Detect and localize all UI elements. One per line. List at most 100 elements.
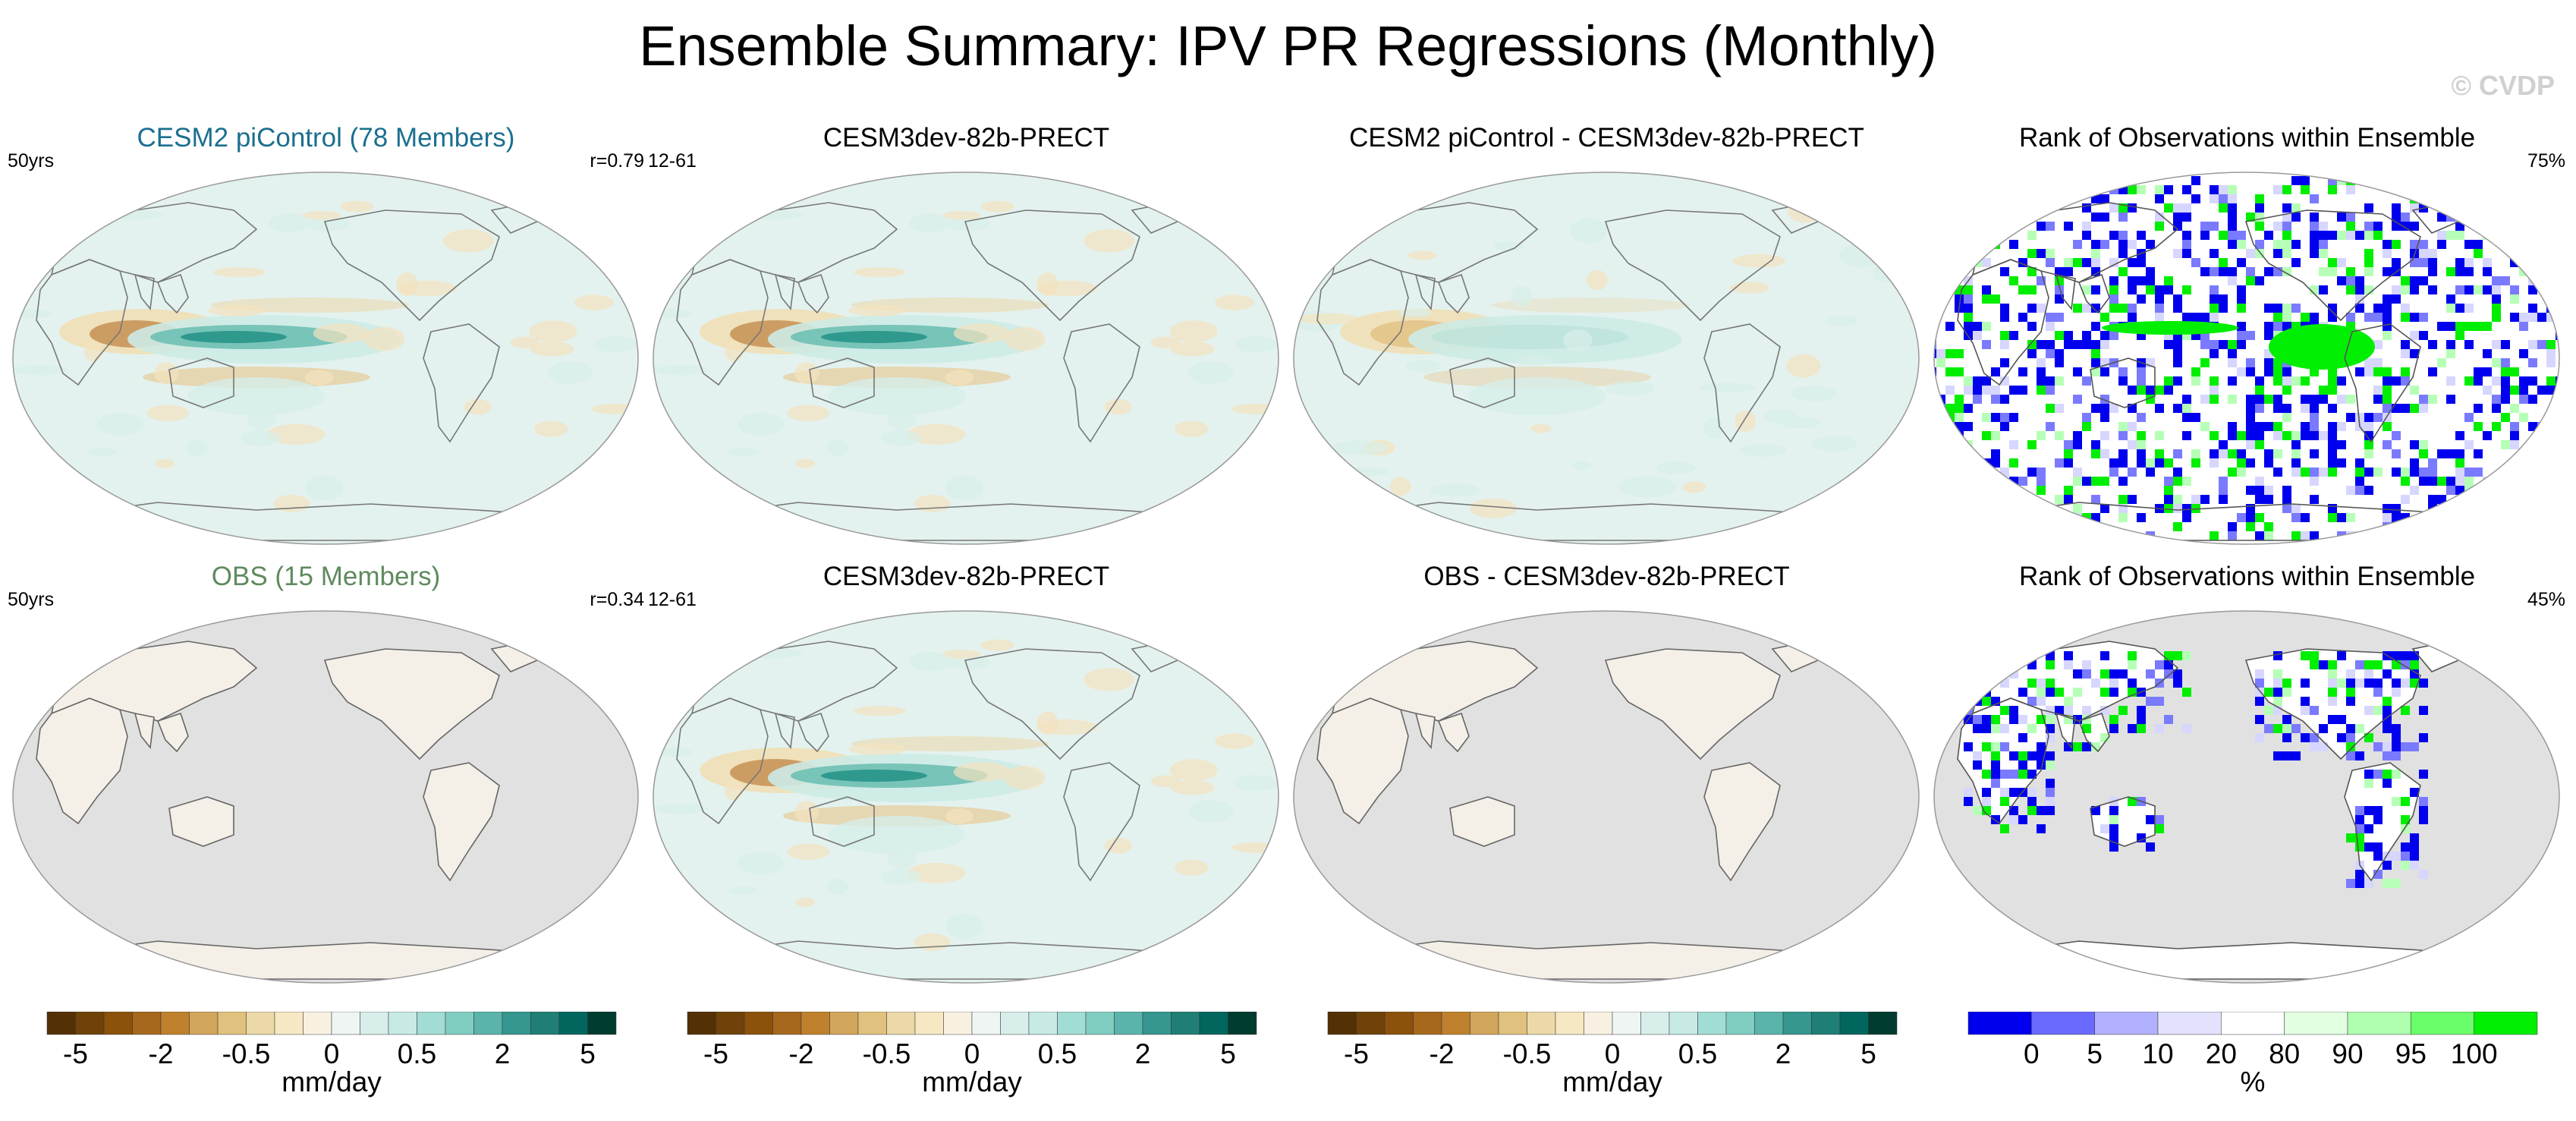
- rank-cell: [2373, 815, 2383, 824]
- anomaly-speckle: [1187, 361, 1234, 384]
- colorbar-swatch: [800, 1012, 830, 1035]
- rank-cell: [1982, 742, 1991, 751]
- rank-cell: [2364, 231, 2373, 240]
- rank-cell: [2510, 431, 2519, 440]
- anomaly-speckle: [313, 323, 370, 343]
- rank-cell: [2510, 458, 2519, 468]
- rank-cell: [2100, 194, 2109, 203]
- rank-cell: [2383, 531, 2392, 540]
- rank-cell: [2009, 495, 2018, 504]
- rank-cell: [2528, 340, 2537, 349]
- anomaly-speckle: [1036, 272, 1058, 297]
- anomaly-speckle: [1150, 336, 1181, 349]
- anomaly-speckle: [14, 309, 52, 319]
- rank-cell: [2364, 879, 2373, 888]
- rank-cell: [2501, 376, 2510, 386]
- rank-cell: [2200, 422, 2210, 431]
- colorbar-swatch: [1199, 1012, 1228, 1035]
- anomaly-speckle: [1732, 253, 1785, 268]
- rank-cell: [2109, 806, 2118, 815]
- rank-cell: [2528, 203, 2537, 213]
- anomaly-speckle: [547, 361, 593, 384]
- continent-n-america: [964, 209, 1140, 322]
- rank-cell: [2392, 431, 2401, 440]
- colorbar-tick-label: -5: [63, 1038, 88, 1069]
- rank-cell: [2237, 294, 2246, 304]
- anomaly-speckle: [947, 216, 991, 231]
- anomaly-speckle: [186, 439, 209, 457]
- continent-india: [1414, 273, 1436, 310]
- rank-cell: [2310, 240, 2319, 249]
- rank-cell: [2355, 870, 2364, 879]
- rank-cell: [2118, 267, 2128, 276]
- anomaly-speckle: [510, 336, 540, 349]
- rank-cell: [2519, 395, 2528, 404]
- colorbar-swatch: [1228, 1012, 1257, 1035]
- rank-cell: [1973, 376, 1982, 386]
- anomaly-speckle: [155, 458, 175, 468]
- rank-cell: [2173, 651, 2182, 660]
- rank-cell: [1973, 203, 1982, 213]
- rank-cell: [2364, 367, 2373, 376]
- rank-cell: [2392, 724, 2401, 733]
- map-border: [653, 610, 1279, 984]
- rank-cell: [1982, 322, 1991, 331]
- rank-cell: [2401, 797, 2410, 806]
- rank-cell: [2009, 715, 2018, 724]
- rank-cell: [2155, 313, 2164, 322]
- rank-cell: [2155, 431, 2164, 440]
- rank-cell: [2464, 285, 2474, 294]
- rank-cell: [2301, 531, 2310, 540]
- rank-cell: [2328, 468, 2337, 477]
- colorbar-tick-label: 5: [580, 1038, 596, 1069]
- rank-cell: [2255, 513, 2264, 522]
- anomaly-speckle: [88, 447, 118, 456]
- rank-cell: [2228, 194, 2237, 203]
- anomaly-speckle: [1231, 842, 1279, 853]
- rank-cell: [2546, 376, 2556, 386]
- colorbar-swatch: [189, 1012, 219, 1035]
- rank-cell: [2228, 376, 2237, 386]
- rank-cell: [2191, 258, 2200, 267]
- rank-cell: [2537, 340, 2546, 349]
- rank-cell: [2027, 724, 2037, 733]
- rank-cell: [2410, 313, 2419, 322]
- rank-cell: [2046, 779, 2055, 788]
- rank-cell: [2355, 285, 2364, 294]
- rank-cell: [1973, 504, 1982, 513]
- rank-cell: [2037, 340, 2046, 349]
- rank-cell: [2346, 413, 2355, 422]
- anomaly-speckle: [908, 213, 951, 233]
- rank-cell: [2255, 222, 2264, 231]
- rank-cell: [2173, 304, 2182, 313]
- rank-cell: [2528, 258, 2537, 267]
- continent-n-america: [1604, 648, 1781, 760]
- rank-cell: [2046, 760, 2055, 770]
- anomaly-speckle: [787, 843, 830, 861]
- rank-cell: [2301, 513, 2310, 522]
- rank-cell: [2046, 706, 2055, 715]
- rank-cell: [2164, 486, 2173, 495]
- rank-cell: [2182, 203, 2191, 213]
- rank-cell: [1964, 304, 1973, 313]
- colorbar-tick-label: -0.5: [1503, 1038, 1552, 1069]
- rank-cell: [2410, 651, 2419, 660]
- rank-cell: [2027, 697, 2037, 706]
- rank-cell: [2264, 449, 2273, 458]
- anomaly-speckle: [1217, 923, 1268, 943]
- anomaly-speckle: [724, 779, 744, 801]
- rank-cell: [1991, 431, 2000, 440]
- rank-cell: [2319, 395, 2328, 404]
- rank-cell: [2301, 431, 2310, 440]
- rank-cell: [2118, 706, 2128, 715]
- rank-cell: [2264, 522, 2273, 531]
- rank-cell: [2064, 660, 2073, 669]
- rank-cell: [2373, 304, 2383, 313]
- anomaly-dry-north: [1492, 298, 1689, 313]
- rank-cell: [2364, 422, 2373, 431]
- rank-cell: [2128, 285, 2137, 294]
- rank-cell: [2073, 669, 2082, 679]
- rank-cell: [2246, 458, 2255, 468]
- rank-cell: [2428, 495, 2437, 504]
- rank-cell: [2073, 395, 2082, 404]
